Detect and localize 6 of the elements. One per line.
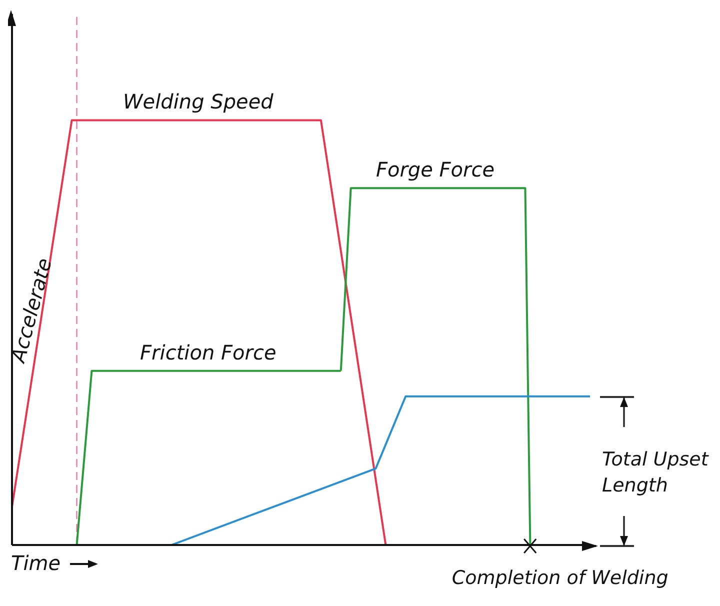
text: Total Upset Length <box>602 448 710 497</box>
series-label: Forge Force <box>376 157 495 182</box>
text: Completion of Welding <box>452 567 668 589</box>
x-axis-title: Time <box>11 551 61 575</box>
series-label: Friction Force <box>140 340 276 365</box>
series-label: Welding Speed <box>123 89 274 114</box>
